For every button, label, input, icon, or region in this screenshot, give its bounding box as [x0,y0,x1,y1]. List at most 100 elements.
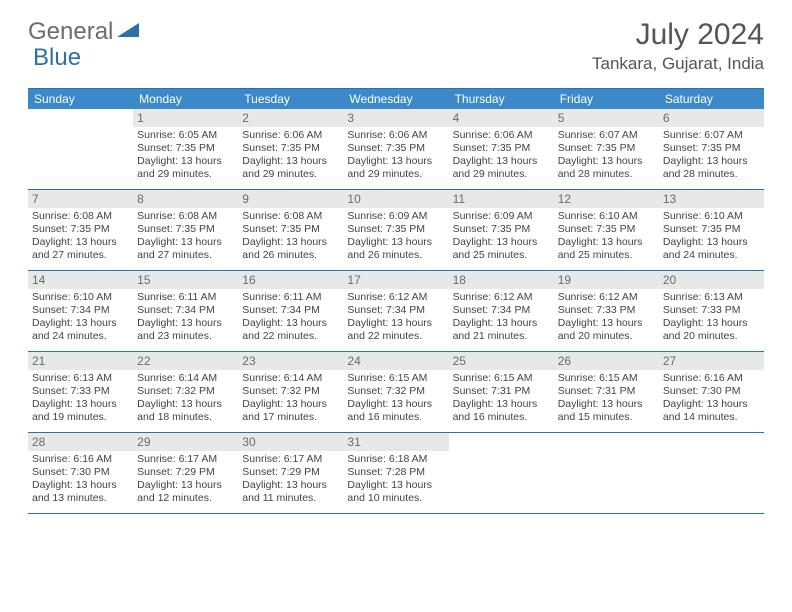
day-detail: Sunrise: 6:12 AMSunset: 7:34 PMDaylight:… [453,291,550,344]
day-cell: 29Sunrise: 6:17 AMSunset: 7:29 PMDayligh… [133,433,238,513]
day-cell: 16 Sunrise: 6:11 AMSunset: 7:34 PMDayligh… [238,271,343,351]
day-detail: Sunrise: 6:09 AMSunset: 7:35 PMDaylight:… [453,210,550,263]
day-detail: Sunrise: 6:05 AMSunset: 7:35 PMDaylight:… [137,129,234,182]
weeks-container: 1 Sunrise: 6:05 AMSunset: 7:35 PMDaylight… [28,109,764,514]
day-detail: Sunrise: 6:12 AMSunset: 7:34 PMDaylight:… [347,291,444,344]
day-number: 20 [659,271,764,289]
day-cell: 17Sunrise: 6:12 AMSunset: 7:34 PMDayligh… [343,271,448,351]
day-detail: Sunrise: 6:14 AMSunset: 7:32 PMDaylight:… [242,372,339,425]
month-title: July 2024 [592,18,764,52]
week-row: 14 Sunrise: 6:10 AMSunset: 7:34 PMDayligh… [28,271,764,352]
day-cell [659,433,764,513]
day-header: Monday [133,89,238,109]
day-cell: 1 Sunrise: 6:05 AMSunset: 7:35 PMDaylight… [133,109,238,189]
day-header: Sunday [28,89,133,109]
day-detail: Sunrise: 6:11 AMSunset: 7:34 PMDaylight:… [242,291,339,344]
day-number: 4 [449,109,554,127]
day-number: 19 [554,271,659,289]
day-cell: 28 Sunrise: 6:16 AMSunset: 7:30 PMDayligh… [28,433,133,513]
day-headers: SundayMondayTuesdayWednesdayThursdayFrid… [28,89,764,109]
day-detail: Sunrise: 6:15 AMSunset: 7:32 PMDaylight:… [347,372,444,425]
day-cell [28,109,133,189]
day-detail: Sunrise: 6:16 AMSunset: 7:30 PMDaylight:… [32,453,129,506]
day-number: 1 [133,109,238,127]
day-cell: 24Sunrise: 6:15 AMSunset: 7:32 PMDayligh… [343,352,448,432]
day-number: 22 [133,352,238,370]
day-detail: Sunrise: 6:16 AMSunset: 7:30 PMDaylight:… [663,372,760,425]
day-number: 16 [238,271,343,289]
day-cell: 9Sunrise: 6:08 AMSunset: 7:35 PMDaylight… [238,190,343,270]
day-number: 3 [343,109,448,127]
day-cell [554,433,659,513]
day-number: 31 [343,433,448,451]
day-cell: 7Sunrise: 6:08 AMSunset: 7:35 PMDaylight… [28,190,133,270]
day-cell: 18 Sunrise: 6:12 AMSunset: 7:34 PMDayligh… [449,271,554,351]
week-row: 28 Sunrise: 6:16 AMSunset: 7:30 PMDayligh… [28,433,764,514]
day-cell: 4 Sunrise: 6:06 AMSunset: 7:35 PMDaylight… [449,109,554,189]
day-cell: 2 Sunrise: 6:06 AMSunset: 7:35 PMDaylight… [238,109,343,189]
day-number: 26 [554,352,659,370]
day-detail: Sunrise: 6:18 AMSunset: 7:28 PMDaylight:… [347,453,444,506]
week-row: 21 Sunrise: 6:13 AMSunset: 7:33 PMDayligh… [28,352,764,433]
day-header: Saturday [659,89,764,109]
day-number: 2 [238,109,343,127]
week-row: 7Sunrise: 6:08 AMSunset: 7:35 PMDaylight… [28,190,764,271]
day-detail: Sunrise: 6:08 AMSunset: 7:35 PMDaylight:… [137,210,234,263]
logo: General [28,18,141,46]
day-detail: Sunrise: 6:15 AMSunset: 7:31 PMDaylight:… [453,372,550,425]
day-detail: Sunrise: 6:10 AMSunset: 7:35 PMDaylight:… [663,210,760,263]
day-cell: 14 Sunrise: 6:10 AMSunset: 7:34 PMDayligh… [28,271,133,351]
day-number: 8 [133,190,238,208]
day-detail: Sunrise: 6:13 AMSunset: 7:33 PMDaylight:… [663,291,760,344]
day-number: 15 [133,271,238,289]
day-detail: Sunrise: 6:10 AMSunset: 7:34 PMDaylight:… [32,291,129,344]
day-number: 12 [554,190,659,208]
location: Tankara, Gujarat, India [592,54,764,74]
day-cell: 15Sunrise: 6:11 AMSunset: 7:34 PMDayligh… [133,271,238,351]
day-cell: 13 Sunrise: 6:10 AMSunset: 7:35 PMDayligh… [659,190,764,270]
day-number: 28 [28,433,133,451]
day-cell: 22 Sunrise: 6:14 AMSunset: 7:32 PMDayligh… [133,352,238,432]
day-cell: 19Sunrise: 6:12 AMSunset: 7:33 PMDayligh… [554,271,659,351]
day-detail: Sunrise: 6:15 AMSunset: 7:31 PMDaylight:… [558,372,655,425]
day-detail: Sunrise: 6:17 AMSunset: 7:29 PMDaylight:… [242,453,339,506]
day-detail: Sunrise: 6:06 AMSunset: 7:35 PMDaylight:… [453,129,550,182]
day-number: 6 [659,109,764,127]
day-detail: Sunrise: 6:14 AMSunset: 7:32 PMDaylight:… [137,372,234,425]
day-cell: 5 Sunrise: 6:07 AMSunset: 7:35 PMDaylight… [554,109,659,189]
day-number: 27 [659,352,764,370]
day-number: 10 [343,190,448,208]
title-block: July 2024 Tankara, Gujarat, India [592,18,764,74]
week-row: 1 Sunrise: 6:05 AMSunset: 7:35 PMDaylight… [28,109,764,190]
day-header: Wednesday [343,89,448,109]
day-detail: Sunrise: 6:06 AMSunset: 7:35 PMDaylight:… [347,129,444,182]
day-detail: Sunrise: 6:07 AMSunset: 7:35 PMDaylight:… [663,129,760,182]
day-number: 21 [28,352,133,370]
logo-text-blue: Blue [33,44,81,71]
logo-triangle-icon [117,23,139,44]
day-detail: Sunrise: 6:08 AMSunset: 7:35 PMDaylight:… [32,210,129,263]
day-detail: Sunrise: 6:10 AMSunset: 7:35 PMDaylight:… [558,210,655,263]
day-cell: 10Sunrise: 6:09 AMSunset: 7:35 PMDayligh… [343,190,448,270]
day-cell: 20 Sunrise: 6:13 AMSunset: 7:33 PMDayligh… [659,271,764,351]
header: General July 2024 Tankara, Gujarat, Indi… [0,0,792,82]
day-number: 11 [449,190,554,208]
day-cell: 26 Sunrise: 6:15 AMSunset: 7:31 PMDayligh… [554,352,659,432]
day-number: 25 [449,352,554,370]
day-cell: 21 Sunrise: 6:13 AMSunset: 7:33 PMDayligh… [28,352,133,432]
day-detail: Sunrise: 6:06 AMSunset: 7:35 PMDaylight:… [242,129,339,182]
day-cell: 6 Sunrise: 6:07 AMSunset: 7:35 PMDaylight… [659,109,764,189]
day-number: 18 [449,271,554,289]
day-detail: Sunrise: 6:13 AMSunset: 7:33 PMDaylight:… [32,372,129,425]
day-number: 5 [554,109,659,127]
day-number: 14 [28,271,133,289]
day-detail: Sunrise: 6:07 AMSunset: 7:35 PMDaylight:… [558,129,655,182]
day-number: 29 [133,433,238,451]
calendar: SundayMondayTuesdayWednesdayThursdayFrid… [28,88,764,514]
day-cell: 25 Sunrise: 6:15 AMSunset: 7:31 PMDayligh… [449,352,554,432]
logo-text-general: General [28,18,113,46]
day-cell [449,433,554,513]
logo-text-blue-wrap: Blue [33,44,81,72]
day-header: Tuesday [238,89,343,109]
day-number: 13 [659,190,764,208]
